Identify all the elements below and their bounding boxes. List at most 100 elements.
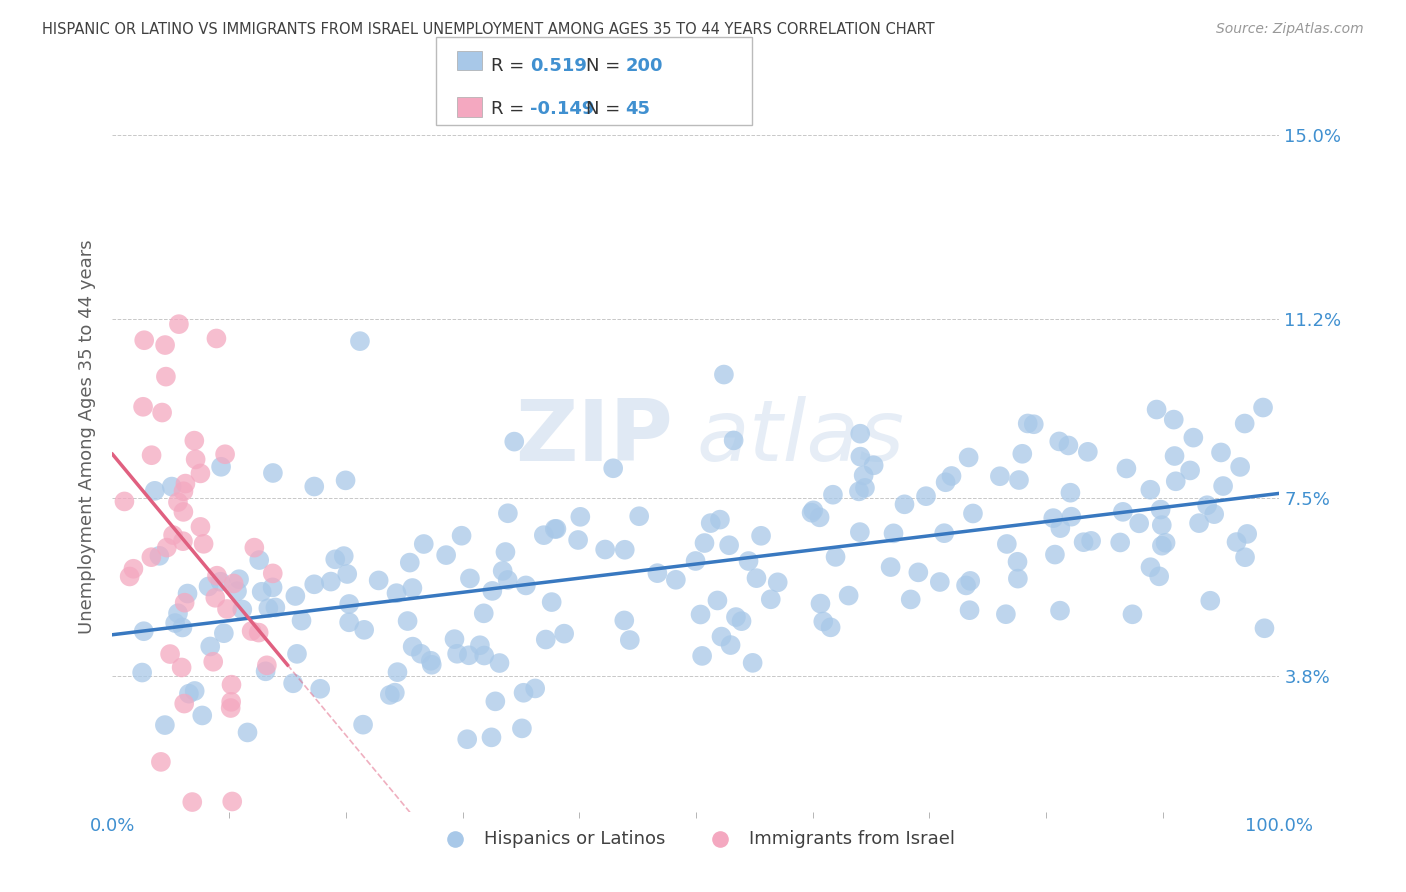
Point <box>183 684 205 698</box>
Point <box>1233 417 1256 431</box>
Point <box>494 545 516 559</box>
Point <box>540 595 562 609</box>
Point <box>745 571 768 585</box>
Point <box>488 656 510 670</box>
Point <box>1146 402 1168 417</box>
Point <box>706 593 728 607</box>
Point <box>335 474 357 488</box>
Point <box>349 334 371 348</box>
Point <box>167 607 190 621</box>
Point <box>689 607 711 622</box>
Point <box>915 489 938 503</box>
Point <box>882 526 904 541</box>
Point <box>401 640 423 654</box>
Point <box>134 333 156 347</box>
Point <box>766 575 789 590</box>
Point <box>515 578 537 592</box>
Point <box>496 573 519 587</box>
Point <box>337 615 360 630</box>
Point <box>723 434 745 448</box>
Point <box>534 632 557 647</box>
Point <box>741 656 763 670</box>
Point <box>332 549 354 563</box>
Point <box>484 694 506 708</box>
Text: R =: R = <box>491 100 530 118</box>
Point <box>1150 518 1173 533</box>
Point <box>197 579 219 593</box>
Point <box>153 718 176 732</box>
Point <box>759 592 782 607</box>
Text: 0.519: 0.519 <box>530 57 586 75</box>
Point <box>385 586 408 600</box>
Point <box>724 610 747 624</box>
Point <box>149 755 172 769</box>
Point <box>1164 475 1187 489</box>
Point <box>713 368 735 382</box>
Point <box>546 522 568 536</box>
Point <box>468 638 491 652</box>
Point <box>553 626 575 640</box>
Point <box>848 484 870 499</box>
Point <box>167 317 190 331</box>
Point <box>173 697 195 711</box>
Point <box>378 688 401 702</box>
Point <box>172 505 194 519</box>
Point <box>1060 509 1083 524</box>
Point <box>398 556 420 570</box>
Point <box>503 434 526 449</box>
Point <box>1073 535 1095 549</box>
Point <box>962 507 984 521</box>
Point <box>141 550 163 565</box>
Point <box>524 681 547 696</box>
Point <box>838 589 860 603</box>
Point <box>730 614 752 628</box>
Point <box>821 488 844 502</box>
Point <box>1128 516 1150 531</box>
Point <box>183 434 205 448</box>
Point <box>852 468 875 483</box>
Point <box>396 614 419 628</box>
Point <box>567 533 589 547</box>
Point <box>159 647 181 661</box>
Point <box>170 660 193 674</box>
Point <box>1043 548 1066 562</box>
Point <box>879 560 901 574</box>
Point <box>254 665 277 679</box>
Point <box>1049 604 1071 618</box>
Point <box>231 602 253 616</box>
Point <box>122 562 145 576</box>
Text: N =: N = <box>586 100 626 118</box>
Point <box>250 584 273 599</box>
Point <box>1163 412 1185 426</box>
Point <box>1042 511 1064 525</box>
Point <box>1225 535 1247 549</box>
Point <box>156 541 179 555</box>
Point <box>284 589 307 603</box>
Point <box>1139 483 1161 497</box>
Point <box>204 591 226 605</box>
Text: R =: R = <box>491 57 530 75</box>
Point <box>810 597 832 611</box>
Point <box>1077 445 1099 459</box>
Point <box>699 516 721 530</box>
Point <box>1008 473 1031 487</box>
Text: -0.149: -0.149 <box>530 100 595 118</box>
Point <box>419 654 441 668</box>
Point <box>353 623 375 637</box>
Point <box>1011 447 1033 461</box>
Point <box>143 483 166 498</box>
Point <box>941 469 963 483</box>
Point <box>153 338 176 352</box>
Point <box>1115 461 1137 475</box>
Point <box>337 597 360 611</box>
Point <box>1109 535 1132 549</box>
Point <box>285 647 308 661</box>
Point <box>1212 479 1234 493</box>
Text: atlas: atlas <box>696 395 904 479</box>
Text: ZIP: ZIP <box>515 395 672 479</box>
Point <box>1017 417 1039 431</box>
Point <box>1209 445 1232 459</box>
Point <box>907 566 929 580</box>
Point <box>1149 502 1171 516</box>
Point <box>150 405 173 419</box>
